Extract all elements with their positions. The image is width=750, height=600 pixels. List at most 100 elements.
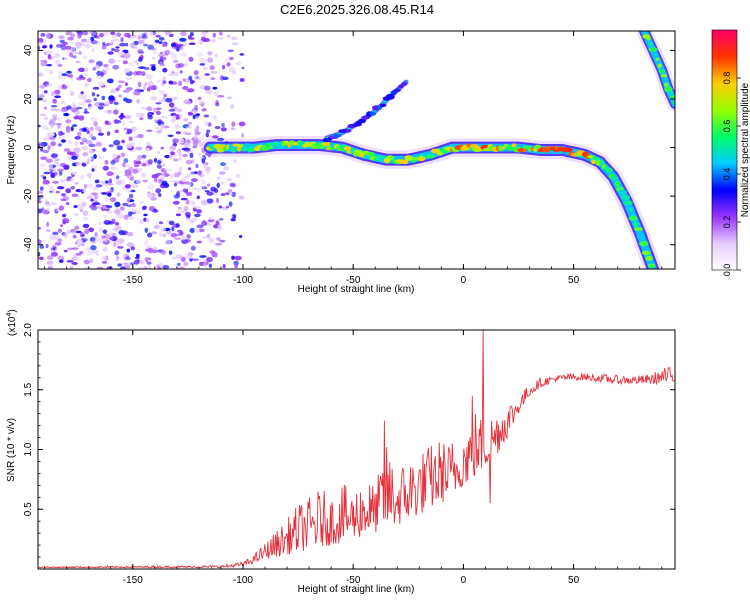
noise-speckle: [141, 154, 147, 159]
noise-speckle: [170, 233, 178, 238]
noise-speckle: [86, 38, 90, 45]
noise-speckle: [63, 112, 70, 117]
noise-speckle: [148, 265, 152, 269]
edge-trace-blob: [646, 36, 651, 41]
spectrogram-y-ticks: -40 -20 0 20 40: [23, 44, 675, 252]
noise-speckle: [108, 232, 114, 238]
noise-speckle: [104, 208, 110, 211]
ridge-blob: [628, 215, 638, 221]
noise-speckle: [136, 155, 143, 160]
noise-speckle: [175, 223, 180, 228]
noise-speckle: [142, 179, 149, 183]
noise-speckle: [108, 178, 113, 184]
noise-speckle: [46, 50, 53, 56]
noise-speckle: [189, 37, 195, 40]
noise-speckle: [150, 64, 157, 67]
noise-speckle: [128, 120, 135, 124]
noise-speckle: [124, 169, 132, 175]
noise-speckle: [44, 198, 49, 205]
noise-speckle: [39, 84, 46, 89]
noise-speckle: [162, 163, 166, 167]
noise-speckle: [61, 132, 65, 135]
noise-speckle: [219, 239, 226, 243]
snr-x-tick-label: -100: [233, 575, 253, 586]
noise-speckle: [218, 171, 226, 175]
noise-speckle: [87, 250, 94, 256]
noise-speckle: [95, 141, 102, 147]
noise-speckle: [135, 160, 142, 165]
noise-speckle: [77, 93, 86, 99]
noise-speckle: [162, 170, 167, 174]
noise-speckle: [149, 31, 154, 37]
noise-speckle: [102, 229, 108, 235]
noise-speckle: [82, 216, 90, 221]
noise-speckle: [38, 124, 41, 128]
noise-speckle: [208, 237, 214, 242]
noise-speckle: [122, 252, 130, 257]
noise-speckle: [106, 171, 114, 177]
noise-speckle: [101, 261, 108, 264]
noise-speckle: [215, 102, 220, 107]
noise-speckle: [91, 31, 97, 36]
noise-speckle: [193, 70, 199, 76]
noise-speckle: [82, 31, 89, 36]
noise-speckle: [198, 173, 205, 178]
noise-speckle: [110, 160, 116, 165]
noise-speckle: [46, 83, 53, 87]
noise-speckle: [40, 174, 45, 178]
noise-speckle: [206, 191, 214, 196]
noise-speckle: [194, 131, 201, 136]
noise-speckle: [92, 67, 96, 71]
noise-speckle: [196, 224, 204, 229]
noise-speckle: [157, 52, 161, 56]
noise-speckle: [128, 211, 133, 217]
noise-speckle: [103, 110, 108, 114]
noise-speckle: [103, 63, 109, 68]
noise-speckle: [61, 101, 66, 104]
noise-speckle: [92, 235, 99, 239]
noise-speckle: [144, 257, 152, 261]
noise-speckle: [135, 146, 143, 151]
noise-speckle: [77, 206, 85, 211]
noise-speckle: [88, 59, 95, 64]
noise-speckle: [165, 239, 172, 245]
noise-speckle: [39, 194, 44, 199]
noise-speckle: [61, 193, 66, 197]
noise-speckle: [118, 94, 122, 98]
noise-speckle: [61, 139, 66, 143]
noise-speckle: [206, 256, 213, 263]
noise-speckle: [49, 137, 56, 141]
noise-speckle: [38, 208, 43, 214]
noise-speckle: [57, 168, 65, 172]
noise-speckle: [156, 130, 162, 133]
noise-speckle: [217, 95, 225, 98]
noise-speckle: [62, 218, 69, 223]
noise-speckle: [223, 166, 230, 171]
noise-speckle: [76, 131, 82, 137]
noise-speckle: [165, 97, 173, 103]
noise-speckle: [90, 245, 97, 251]
noise-speckle: [124, 264, 131, 269]
noise-speckle: [122, 60, 128, 65]
noise-speckle: [81, 234, 85, 237]
noise-speckle: [126, 248, 130, 253]
noise-speckle: [205, 90, 213, 95]
noise-speckle: [121, 139, 125, 144]
noise-speckle: [179, 70, 183, 74]
noise-speckle: [42, 179, 50, 185]
noise-speckle: [90, 40, 98, 45]
noise-speckle: [190, 245, 196, 251]
noise-speckle: [162, 233, 167, 238]
noise-speckle: [179, 138, 185, 144]
noise-speckle: [153, 107, 158, 113]
noise-speckle: [127, 216, 135, 220]
noise-speckle: [75, 253, 82, 256]
noise-speckle: [188, 75, 193, 81]
colorbar-tick-label: 0.4: [722, 168, 732, 181]
noise-speckle: [235, 62, 242, 66]
noise-speckle: [63, 148, 71, 152]
noise-speckle: [215, 242, 223, 246]
noise-speckle: [76, 162, 81, 167]
noise-speckle: [152, 50, 158, 55]
noise-speckle: [84, 228, 90, 235]
